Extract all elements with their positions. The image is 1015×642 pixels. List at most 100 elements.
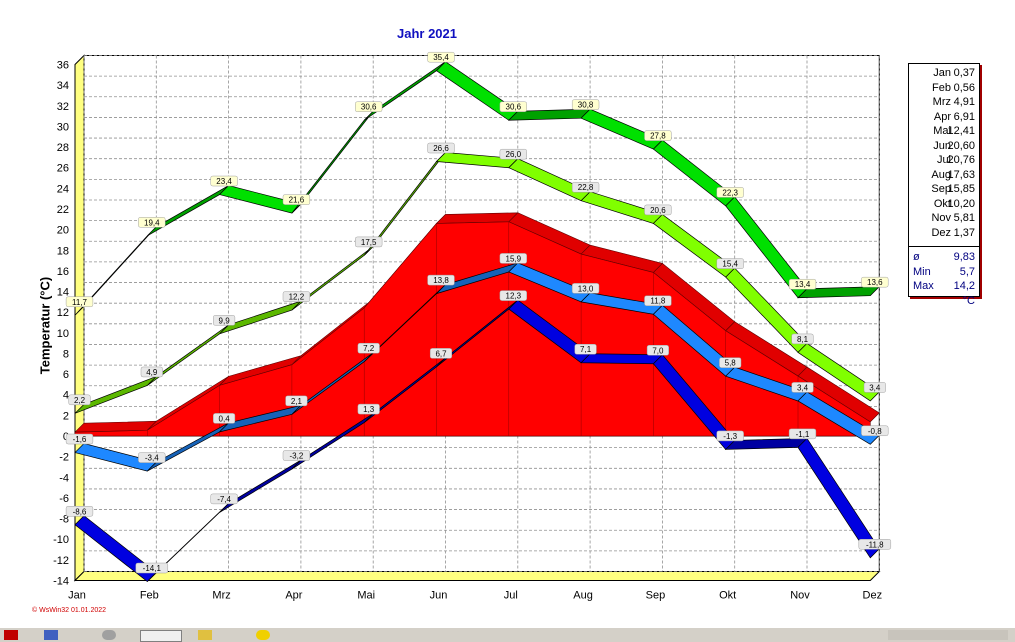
- legend-month: Aug: [931, 168, 951, 181]
- x-tick-label: Mrz: [212, 590, 230, 602]
- x-tick-label: Apr: [285, 590, 302, 602]
- data-label: 30,6: [361, 103, 377, 112]
- data-label: -0,8: [868, 427, 882, 436]
- folder-icon[interactable]: [44, 630, 58, 640]
- legend-value: 12,41: [947, 125, 975, 137]
- legend-month: Okt: [933, 197, 951, 210]
- legend-value: 15,85: [947, 183, 975, 195]
- app-icon[interactable]: [4, 630, 18, 640]
- data-label-box: [861, 425, 889, 437]
- x-tick-label: Sep: [646, 590, 666, 602]
- data-label: 30,8: [578, 101, 594, 110]
- chart-title: Jahr 2021: [397, 26, 457, 41]
- legend-stat: Max 14,2: [909, 280, 979, 295]
- legend-value: 1,37: [953, 226, 975, 239]
- data-label: -14,1: [143, 564, 162, 573]
- data-label: 7,0: [652, 346, 664, 355]
- data-label: 2,1: [291, 397, 303, 406]
- data-label: 22,3: [722, 188, 738, 197]
- data-label: 11,8: [650, 297, 666, 306]
- data-label: 23,4: [216, 177, 232, 186]
- data-label-box: [571, 283, 600, 294]
- credit-text: © WsWin32 01.01.2022: [32, 607, 107, 614]
- x-tick-label: Jan: [68, 590, 86, 602]
- legend-value: 6,91: [953, 110, 975, 123]
- legend-month: Jul: [936, 154, 951, 166]
- data-label-box: [213, 315, 236, 326]
- y-tick-label: -4: [59, 472, 69, 484]
- y-tick-label: 10: [57, 328, 69, 340]
- legend-row: Aug 17,63: [909, 169, 979, 184]
- data-label-box: [427, 142, 455, 154]
- data-label: 26,0: [506, 150, 522, 159]
- data-label-box: [427, 274, 455, 286]
- data-label-box: [282, 450, 311, 461]
- tray-icon[interactable]: [888, 630, 1008, 640]
- y-tick-label: -14: [53, 576, 69, 588]
- legend-stat-label: ø: [913, 251, 920, 263]
- legend-row: Apr 6,91: [909, 111, 979, 126]
- sun-icon[interactable]: [256, 630, 270, 640]
- data-label-box: [571, 181, 600, 193]
- data-label-box: [285, 395, 308, 407]
- data-label: 9,9: [219, 316, 231, 325]
- y-tick-label: 2: [63, 410, 69, 422]
- data-label: 19,4: [144, 218, 160, 227]
- chart-icon[interactable]: [198, 630, 212, 640]
- data-label-box: [429, 348, 453, 359]
- data-label: 3,4: [869, 383, 881, 392]
- data-label-box: [716, 430, 744, 442]
- y-tick-label: 20: [57, 225, 69, 237]
- weather-icon[interactable]: [140, 630, 182, 642]
- data-label: -1,3: [723, 432, 737, 441]
- data-label-box: [65, 506, 94, 517]
- data-label: 7,1: [580, 345, 592, 354]
- data-label: -8,6: [73, 507, 87, 516]
- data-label: 8,1: [797, 335, 809, 344]
- legend-row: Mrz 4,91: [909, 96, 979, 111]
- data-label: 13,4: [795, 280, 811, 289]
- data-label-box: [574, 343, 597, 355]
- data-label: -1,6: [73, 435, 87, 444]
- y-tick-label: 36: [57, 60, 69, 72]
- x-tick-label: Okt: [719, 590, 736, 602]
- y-tick-label: 28: [57, 142, 69, 154]
- data-label: 13,6: [867, 278, 883, 287]
- legend-month: Dez: [931, 226, 951, 239]
- x-tick-label: Feb: [140, 590, 159, 602]
- legend-unit: °C: [962, 294, 975, 307]
- data-label: 17,5: [361, 238, 377, 247]
- data-label: 0,4: [219, 414, 231, 423]
- data-label-box: [788, 278, 817, 290]
- data-label: 7,2: [363, 344, 375, 353]
- y-tick-label: 32: [57, 101, 69, 113]
- legend-row: Mai 12,41: [909, 125, 979, 140]
- data-label: 3,4: [797, 383, 809, 392]
- y-tick-label: 26: [57, 163, 69, 175]
- y-tick-label: -10: [53, 534, 69, 546]
- legend-value: 20,60: [947, 139, 975, 152]
- data-label-box: [138, 452, 166, 463]
- data-label-box: [357, 403, 380, 415]
- data-label-box: [499, 253, 527, 264]
- y-tick-label: 14: [57, 287, 69, 299]
- data-label: 21,6: [289, 196, 305, 205]
- gear-icon[interactable]: [102, 630, 116, 640]
- data-label: -1,1: [796, 430, 810, 439]
- data-label: 6,7: [435, 349, 447, 358]
- data-label: 20,6: [650, 206, 666, 215]
- data-label-box: [213, 413, 236, 424]
- data-label-box: [571, 99, 600, 110]
- data-label-box: [427, 51, 455, 63]
- legend-row: Jul 20,76: [909, 154, 979, 169]
- legend-month: Jan: [933, 67, 951, 79]
- x-tick-label: Jul: [504, 590, 518, 602]
- data-label: 12,3: [506, 292, 522, 301]
- legend-value: 10,20: [947, 197, 975, 210]
- data-label: 4,9: [146, 368, 158, 377]
- legend-stat-value: 14,2: [953, 280, 975, 292]
- data-label-box: [863, 382, 886, 393]
- y-tick-label: 12: [57, 307, 69, 319]
- legend-value: 0,37: [953, 67, 975, 79]
- data-label: 27,8: [650, 132, 666, 141]
